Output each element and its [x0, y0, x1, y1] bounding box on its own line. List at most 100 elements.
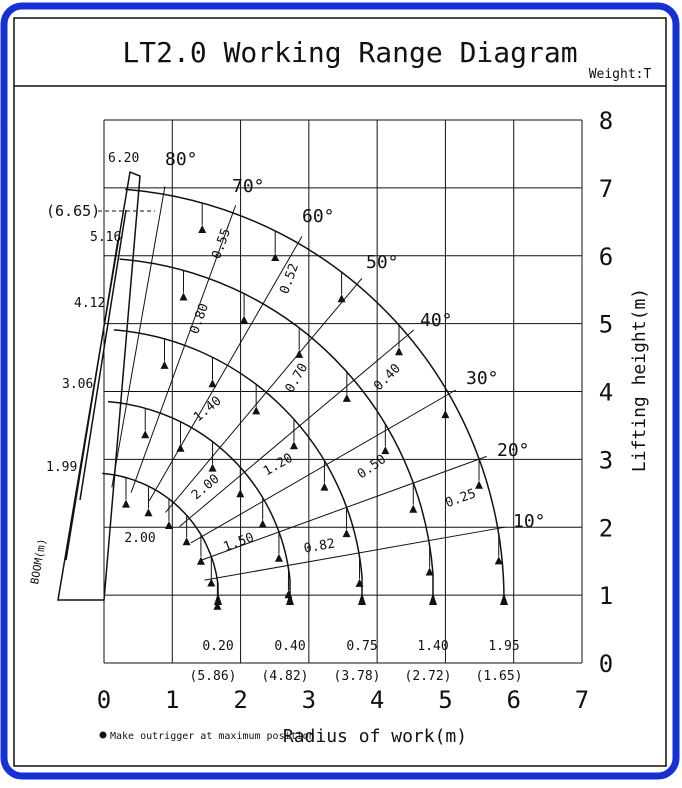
hook — [494, 556, 503, 565]
note: Make outrigger at maximum position — [110, 731, 315, 742]
arc — [119, 258, 434, 605]
y-tick-label: 8 — [599, 107, 613, 135]
end-radius: (5.86) — [190, 669, 237, 684]
boom-length: (6.65) — [46, 202, 100, 220]
y-tick-label: 3 — [599, 446, 613, 474]
angle-label: 70° — [232, 176, 265, 197]
y-tick-label: 0 — [599, 650, 613, 678]
x-tick-label: 0 — [97, 686, 111, 714]
end-radius: (2.72) — [405, 669, 452, 684]
hook — [274, 553, 283, 562]
radial — [130, 205, 237, 493]
hook — [144, 508, 153, 517]
x-tick-label: 2 — [233, 686, 247, 714]
end-radius: (3.78) — [334, 669, 381, 684]
radial — [179, 329, 415, 527]
hook — [395, 347, 404, 356]
end-load: 0.20 — [202, 639, 233, 654]
radial — [165, 277, 363, 513]
hook — [252, 406, 261, 415]
hook — [409, 504, 418, 513]
end-load: 1.40 — [417, 639, 448, 654]
x-label: Radius of work(m) — [283, 726, 467, 747]
hook — [214, 593, 222, 605]
unit: Weight:T — [589, 67, 652, 82]
hook — [475, 480, 484, 489]
boom-length: 3.06 — [62, 377, 93, 392]
hook — [381, 446, 390, 455]
radial — [148, 236, 303, 502]
angle-label: 40° — [420, 310, 453, 331]
hook — [429, 593, 437, 605]
x-tick-label: 7 — [575, 686, 589, 714]
angle-label: 30° — [466, 368, 499, 389]
hook — [342, 529, 351, 538]
hook — [286, 593, 294, 605]
radial — [204, 526, 506, 581]
hook — [258, 519, 267, 528]
hook — [208, 463, 217, 472]
angle-label: 20° — [497, 440, 530, 461]
hook — [208, 379, 217, 388]
boom-length: 4.12 — [74, 296, 105, 311]
y-tick-label: 6 — [599, 243, 613, 271]
hook — [271, 252, 280, 261]
radial — [111, 186, 166, 488]
x-tick-label: 5 — [438, 686, 452, 714]
angle-label: 10° — [513, 511, 546, 532]
end-load: 0.40 — [274, 639, 305, 654]
hook — [182, 537, 191, 546]
hook — [284, 590, 293, 599]
angle-label: 50° — [366, 252, 399, 273]
boom-length: 6.20 — [108, 151, 139, 166]
hook — [141, 430, 150, 439]
hook — [355, 578, 364, 587]
y-tick-label: 7 — [599, 175, 613, 203]
hook — [213, 601, 222, 610]
y-tick-label: 5 — [599, 311, 613, 339]
hook — [441, 410, 450, 419]
y-label: Lifting height(m) — [629, 288, 650, 472]
end-load: 1.95 — [488, 639, 519, 654]
boom-length: 1.99 — [46, 460, 77, 475]
y-tick-label: 4 — [599, 379, 613, 407]
hook — [160, 360, 169, 369]
hook — [198, 225, 207, 234]
hook — [179, 292, 188, 301]
x-tick-label: 1 — [165, 686, 179, 714]
title: LT2.0 Working Range Diagram — [122, 36, 577, 69]
arc — [125, 188, 505, 605]
hook — [289, 441, 298, 450]
hook — [121, 499, 130, 508]
y-tick-label: 1 — [599, 582, 613, 610]
end-radius: (1.65) — [476, 669, 523, 684]
hook — [320, 482, 329, 491]
bullet — [99, 731, 107, 739]
hook — [207, 578, 216, 587]
hook — [164, 520, 173, 529]
hook — [240, 315, 249, 324]
end-radius: (4.82) — [262, 669, 309, 684]
hook — [236, 489, 245, 498]
angle-label: 60° — [302, 206, 335, 227]
hook — [358, 593, 366, 605]
boom-length: 5.16 — [90, 230, 121, 245]
x-tick-label: 4 — [370, 686, 384, 714]
end-load: 0.75 — [346, 639, 377, 654]
radial — [190, 389, 456, 544]
hook — [500, 593, 508, 605]
x-tick-label: 6 — [506, 686, 520, 714]
hook — [342, 393, 351, 402]
load-label: 0.82 — [303, 536, 336, 556]
inner-frame — [13, 17, 667, 767]
y-tick-label: 2 — [599, 514, 613, 542]
x-tick-label: 3 — [302, 686, 316, 714]
hook — [425, 567, 434, 576]
load-label: 2.00 — [124, 531, 155, 546]
arc — [113, 329, 363, 605]
arc — [107, 400, 291, 605]
radial — [199, 455, 487, 562]
angle-label: 80° — [165, 149, 198, 170]
boom — [57, 170, 141, 601]
